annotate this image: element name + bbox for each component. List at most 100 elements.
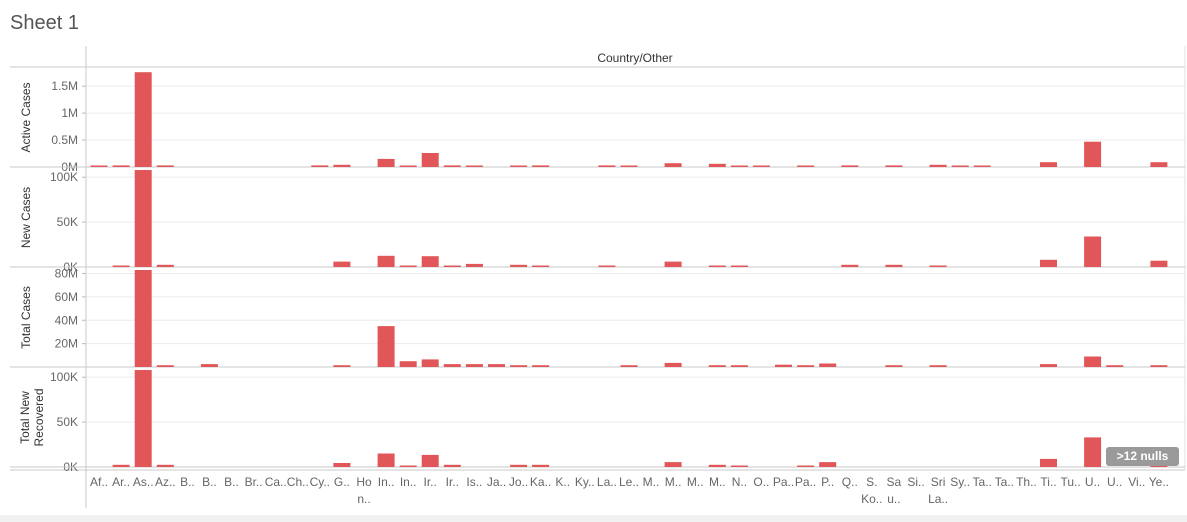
bar xyxy=(510,464,528,467)
category-label: Vi.. xyxy=(1128,475,1145,489)
bar xyxy=(90,165,108,167)
column-header: Country/Other xyxy=(597,51,672,65)
bar xyxy=(819,462,837,467)
category-label: Tu.. xyxy=(1060,475,1080,489)
y-tick-label: 60M xyxy=(55,290,78,304)
category-label: Ir.. xyxy=(424,475,437,489)
bar xyxy=(1084,141,1102,167)
pane-total-cases: 20M 40M 60M 80M Total Cases xyxy=(10,267,1185,368)
bar xyxy=(443,165,461,167)
category-label: M.. xyxy=(709,475,726,489)
category-label: Jo.. xyxy=(509,475,528,489)
bar xyxy=(399,165,417,167)
category-label: Sy.. xyxy=(950,475,970,489)
bar xyxy=(730,165,748,167)
bar xyxy=(112,265,130,267)
bar xyxy=(841,264,859,267)
category-label: In.. xyxy=(378,475,395,489)
bar xyxy=(443,464,461,467)
bar xyxy=(510,264,528,267)
bar xyxy=(841,165,859,167)
bottom-scroll-area xyxy=(0,515,1187,522)
bar xyxy=(885,264,903,267)
y-tick-label: 100K xyxy=(50,170,78,184)
y-tick-label: 40M xyxy=(55,313,78,327)
bar xyxy=(421,256,439,267)
bar xyxy=(134,170,152,267)
y-tick-label: 20M xyxy=(55,337,78,351)
y-tick-label: 50K xyxy=(57,215,78,229)
category-label: Ir.. xyxy=(446,475,459,489)
bar xyxy=(730,265,748,267)
category-label: O.. xyxy=(753,475,769,489)
category-label: B.. xyxy=(180,475,195,489)
bar xyxy=(532,165,550,167)
category-label: La.. xyxy=(597,475,617,489)
bar xyxy=(443,265,461,267)
bar xyxy=(598,265,616,267)
nulls-indicator[interactable]: >12 nulls xyxy=(1106,447,1179,466)
bar xyxy=(730,365,748,367)
bar xyxy=(1150,260,1168,267)
bar xyxy=(134,72,152,167)
bar xyxy=(421,454,439,467)
bar xyxy=(532,265,550,267)
bar xyxy=(929,265,947,267)
sheet-title: Sheet 1 xyxy=(10,12,79,34)
bar xyxy=(598,165,616,167)
bar xyxy=(708,365,726,367)
y-tick-label: 50K xyxy=(57,415,78,429)
bar xyxy=(620,365,638,367)
category-label: P.. xyxy=(821,475,834,489)
bar xyxy=(399,361,417,367)
category-label: M.. xyxy=(643,475,660,489)
bar xyxy=(465,263,483,267)
bar xyxy=(797,165,815,167)
category-label: Ho n.. xyxy=(356,475,372,506)
category-label: Sa u.. xyxy=(887,475,902,506)
category-label: S. Ko.. xyxy=(861,475,882,506)
bar xyxy=(664,163,682,167)
bar xyxy=(156,464,174,467)
bar xyxy=(708,464,726,467)
category-label: M.. xyxy=(665,475,682,489)
bar xyxy=(510,365,528,367)
category-label: Q.. xyxy=(842,475,858,489)
bar xyxy=(377,453,395,467)
bar xyxy=(1040,364,1057,367)
bar xyxy=(465,364,483,367)
bar xyxy=(1106,365,1124,367)
category-axis: Af.. Ar.. As.. Az.. B.. B.. B.. Br.. Ca.. Ch.. Cy.… xyxy=(90,475,1169,506)
y-tick-label: 1M xyxy=(61,106,78,120)
category-label: U.. xyxy=(1107,475,1122,489)
bar xyxy=(443,364,461,367)
bar xyxy=(885,165,903,167)
bar xyxy=(399,465,417,467)
bar xyxy=(1040,162,1057,167)
bar xyxy=(1084,236,1102,267)
bar xyxy=(532,464,550,467)
bar xyxy=(112,165,130,167)
bar xyxy=(156,165,174,167)
category-label: Pa.. xyxy=(773,475,794,489)
bar xyxy=(620,165,638,167)
bar xyxy=(421,153,439,167)
bar xyxy=(752,165,770,167)
bar xyxy=(399,265,417,267)
bar xyxy=(1040,259,1057,267)
bar xyxy=(532,365,550,367)
category-label: U.. xyxy=(1085,475,1100,489)
bar xyxy=(730,465,748,467)
bar xyxy=(377,255,395,267)
bar xyxy=(510,165,528,167)
category-label: Si.. xyxy=(907,475,924,489)
bar xyxy=(929,164,947,167)
category-label: Th.. xyxy=(1016,475,1037,489)
bar xyxy=(973,165,991,167)
y-tick-label: 80M xyxy=(55,267,78,281)
bar xyxy=(333,365,351,367)
